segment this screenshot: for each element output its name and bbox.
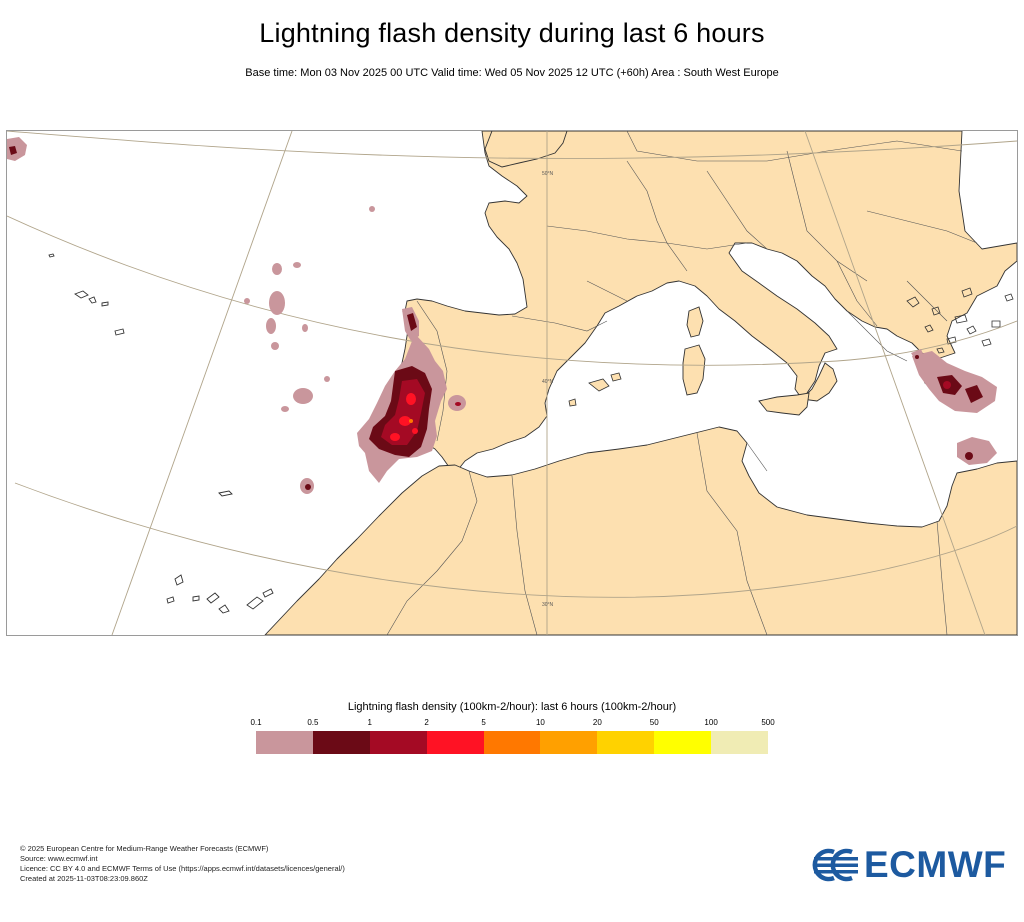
legend-swatch [426, 731, 484, 754]
legend-tick-label: 0.5 [307, 718, 319, 727]
footer-source: Source: www.ecmwf.int [20, 854, 98, 863]
azores-islands [48, 253, 125, 336]
country-borders [386, 131, 978, 635]
canary-islands [166, 574, 274, 614]
legend-tick-label: 5 [481, 718, 486, 727]
lat-label-30n: 30°N [542, 602, 554, 608]
legend-colorbar [256, 731, 769, 754]
legend-swatch [597, 731, 655, 754]
ecmwf-logo-mark-icon [812, 848, 858, 882]
land-italy-south [801, 362, 838, 402]
lightning-density-overlay [7, 137, 997, 494]
land-corsica [686, 306, 704, 338]
ecmwf-logo-text: ECMWF [864, 844, 1007, 885]
land-sicily [758, 392, 810, 416]
legend-tick-label: 50 [649, 718, 659, 727]
legend-tick-label: 20 [592, 718, 602, 727]
chart-subtitle: Base time: Mon 03 Nov 2025 00 UTC Valid … [245, 67, 779, 79]
map-panel: 50°N 40°N 30°N [6, 130, 1018, 636]
legend-tick-label: 0.1 [250, 718, 262, 727]
lightning-patch-atlantic-nw [7, 137, 27, 161]
land-europe [378, 131, 1017, 472]
lightning-cell-madeira [305, 484, 311, 490]
legend-tick-label: 10 [535, 718, 545, 727]
footer-licence: Licence: CC BY 4.0 and ECMWF Terms of Us… [20, 864, 345, 873]
madeira-island [218, 490, 233, 497]
land-balearic-islands [568, 372, 622, 407]
lat-label-50n: 50°N [542, 171, 554, 177]
legend-tick-label: 100 [704, 718, 718, 727]
lat-label-40n: 40°N [542, 379, 554, 385]
legend-tick-label: 500 [761, 718, 775, 727]
legend-swatch [483, 731, 541, 754]
legend-title: Lightning flash density (100km-2/hour): … [347, 701, 677, 713]
ecmwf-logo: ECMWF [812, 845, 1008, 885]
aegean-islands [906, 287, 1014, 354]
legend-swatch [711, 731, 769, 754]
legend-tick-label: 1 [367, 718, 372, 727]
land-africa [264, 426, 1017, 635]
legend-ticks: 0.1 0.5 1 2 5 10 20 50 100 500 [0, 718, 1024, 730]
footer-copyright: © 2025 European Centre for Medium-Range … [20, 844, 269, 853]
land-sardinia [682, 344, 706, 396]
map-canvas: 50°N 40°N 30°N [7, 131, 1017, 635]
footer-credits: © 2025 European Centre for Medium-Range … [20, 844, 345, 884]
footer-created: Created at 2025-11-03T08:23:09.860Z [20, 874, 148, 883]
legend-swatch [540, 731, 598, 754]
atlantic-islands [48, 253, 274, 614]
chart-title: Lightning flash density during last 6 ho… [259, 18, 765, 48]
graticule [7, 131, 1017, 635]
legend-swatch [312, 731, 370, 754]
legend-tick-label: 2 [424, 718, 429, 727]
legend-swatch [256, 731, 313, 754]
legend-swatch [654, 731, 712, 754]
legend-swatch [369, 731, 427, 754]
